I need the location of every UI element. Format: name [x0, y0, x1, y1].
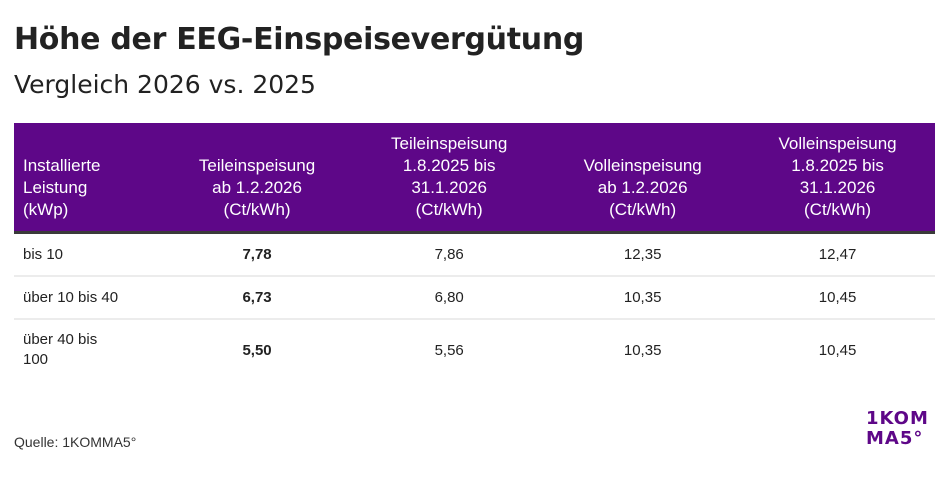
- page-title: Höhe der EEG-Einspeisevergütung: [14, 22, 585, 57]
- header-line: Teileinspeisung: [198, 156, 316, 175]
- brand-logo: 1KOM MA5°: [866, 409, 929, 449]
- table-row: über 40 bis 100 5,50 5,56 10,35 10,45: [14, 319, 935, 380]
- header-line: ab 1.2.2026: [597, 178, 688, 197]
- column-header-full-2026: Volleinspeisung ab 1.2.2026 (Ct/kWh): [545, 123, 741, 234]
- cell-full-2025: 12,47: [740, 232, 935, 277]
- cell-partial-2026: 6,73: [161, 276, 354, 320]
- logo-line-2: MA5°: [866, 428, 924, 449]
- header-line: (kWp): [23, 200, 69, 219]
- column-header-full-2025: Volleinspeisung 1.8.2025 bis 31.1.2026 (…: [740, 123, 935, 234]
- cell-full-2026: 10,35: [545, 276, 741, 320]
- header-line: 31.1.2026: [411, 178, 487, 197]
- header-line: 1.8.2025 bis: [791, 156, 884, 175]
- cell-capacity: über 40 bis 100: [14, 319, 161, 380]
- logo-line-1: 1KOM: [866, 408, 929, 429]
- cell-full-2025: 10,45: [818, 341, 857, 359]
- column-header-partial-2026: Teileinspeisung ab 1.2.2026 (Ct/kWh): [161, 123, 354, 234]
- cell-full-2026: 12,35: [545, 232, 741, 277]
- header-line: Installierte: [23, 156, 101, 175]
- cell-full-2025: 10,45: [740, 276, 935, 320]
- page-subtitle: Vergleich 2026 vs. 2025: [14, 70, 316, 99]
- cell-partial-2026: 5,50: [242, 341, 272, 359]
- header-line: (Ct/kWh): [804, 200, 872, 219]
- cell-full-2026: 10,35: [623, 341, 662, 359]
- table-row: über 10 bis 40 6,73 6,80 10,35 10,45: [14, 276, 935, 320]
- column-header-partial-2025: Teileinspeisung 1.8.2025 bis 31.1.2026 (…: [353, 123, 546, 234]
- table-header-row: Installierte Leistung (kWp) Teileinspeis…: [14, 123, 935, 234]
- header-line: Leistung: [23, 178, 88, 197]
- cell-capacity: bis 10: [14, 232, 161, 277]
- header-line: (Ct/kWh): [609, 200, 677, 219]
- cell-partial-2025: 6,80: [353, 276, 546, 320]
- header-line: 1.8.2025 bis: [402, 156, 496, 175]
- header-line: 31.1.2026: [799, 178, 876, 197]
- header-line: Teileinspeisung: [391, 134, 508, 153]
- header-line: Volleinspeisung: [778, 134, 897, 153]
- table-row: bis 10 7,78 7,86 12,35 12,47: [14, 232, 935, 277]
- header-line: ab 1.2.2026: [212, 178, 302, 197]
- cell-capacity: über 10 bis 40: [14, 276, 161, 320]
- feed-in-tariff-table: Installierte Leistung (kWp) Teileinspeis…: [14, 123, 935, 380]
- cell-capacity-text: über 40 bis 100: [23, 331, 98, 368]
- cell-partial-2026: 7,78: [161, 232, 354, 277]
- source-note: Quelle: 1KOMMA5°: [14, 434, 137, 450]
- header-line: Volleinspeisung: [583, 156, 702, 175]
- header-line: (Ct/kWh): [223, 200, 291, 219]
- column-header-capacity: Installierte Leistung (kWp): [14, 123, 161, 234]
- header-line: (Ct/kWh): [415, 200, 483, 219]
- cell-partial-2025: 5,56: [434, 341, 464, 359]
- cell-partial-2025: 7,86: [353, 232, 546, 277]
